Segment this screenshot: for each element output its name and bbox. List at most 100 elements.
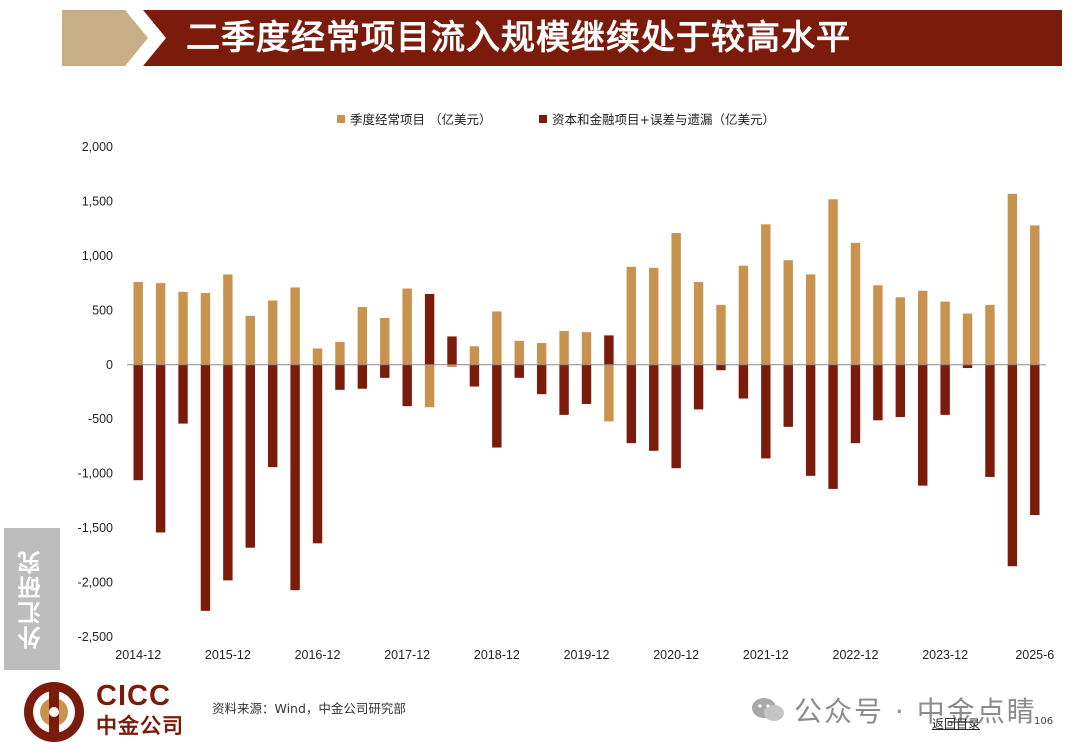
bar-current-account	[290, 287, 300, 365]
y-tick-label: -2,000	[78, 576, 113, 590]
banner-accent-chevron	[62, 10, 148, 66]
bar-current-account	[312, 348, 323, 365]
bar-current-account	[492, 311, 502, 365]
bar-capital-financial	[873, 364, 883, 421]
bar-capital-financial	[626, 364, 637, 444]
bar-capital-financial	[940, 364, 950, 415]
bar-current-account	[223, 274, 233, 365]
wechat-icon	[752, 698, 784, 721]
y-tick-label: 1,000	[82, 249, 113, 263]
bar-capital-financial	[671, 364, 681, 469]
bar-capital-financial	[178, 364, 188, 424]
bar-capital-financial	[469, 364, 480, 387]
bar-capital-financial	[1007, 364, 1018, 567]
bar-capital-financial	[783, 364, 793, 427]
bar-capital-financial	[962, 364, 973, 369]
bar-capital-financial	[335, 364, 345, 390]
bar-current-account	[850, 242, 861, 365]
bar-capital-financial	[447, 336, 457, 365]
bar-capital-financial	[693, 364, 704, 410]
bar-current-account	[1007, 193, 1018, 365]
bar-current-account	[649, 267, 659, 365]
bar-capital-financial	[402, 364, 412, 407]
bar-capital-financial	[895, 364, 906, 418]
bar-current-account	[469, 346, 480, 365]
bar-current-account	[178, 291, 188, 365]
bar-current-account	[962, 313, 973, 365]
bar-capital-financial	[581, 364, 592, 404]
y-tick-label: 500	[92, 303, 113, 317]
bar-capital-financial	[649, 364, 659, 451]
legend-label: 季度经常项目 （亿美元）	[350, 112, 491, 127]
bar-capital-financial	[155, 364, 166, 533]
bar-current-account	[940, 301, 950, 365]
x-tick-label: 2021-12	[743, 648, 789, 662]
bar-capital-financial	[424, 294, 435, 365]
watermark-text: 公众号 · 中金点睛	[794, 695, 1037, 728]
y-tick-label: 0	[106, 358, 113, 372]
side-tab	[4, 528, 60, 670]
x-tick-label: 2015-12	[205, 648, 251, 662]
y-tick-label: 1,500	[82, 194, 113, 208]
x-tick-label: 2017-12	[384, 648, 430, 662]
bar-current-account	[716, 304, 726, 365]
y-tick-label: -2,500	[78, 630, 113, 644]
bar-current-account	[693, 282, 704, 365]
bar-current-account	[1030, 225, 1040, 365]
bar-current-account	[267, 300, 278, 365]
bar-current-account	[514, 340, 524, 365]
y-tick-label: 2,000	[82, 140, 113, 154]
y-tick-label: -500	[88, 412, 113, 426]
bar-current-account	[671, 233, 681, 365]
x-tick-label: 2025-6	[1015, 648, 1054, 662]
bar-capital-financial	[850, 364, 861, 444]
bar-capital-financial	[985, 364, 995, 477]
bar-current-account	[335, 341, 345, 365]
bar-capital-financial	[492, 364, 502, 448]
bar-current-account	[805, 274, 816, 365]
bar-capital-financial	[738, 364, 749, 399]
bar-current-account	[873, 285, 883, 365]
bar-capital-financial	[761, 364, 771, 459]
bar-current-account	[828, 199, 838, 365]
bar-capital-financial	[514, 364, 524, 378]
bar-current-account	[783, 260, 793, 365]
back-to-contents-link[interactable]: 返回目录	[932, 717, 981, 731]
bar-capital-financial	[267, 364, 278, 468]
y-tick-label: -1,500	[78, 521, 113, 535]
bar-current-account	[581, 332, 592, 365]
x-tick-label: 2023-12	[922, 648, 968, 662]
x-tick-label: 2018-12	[474, 648, 520, 662]
bar-capital-financial	[357, 364, 368, 389]
y-tick-label: -1,000	[78, 467, 113, 481]
bar-capital-financial	[380, 364, 390, 378]
bar-current-account	[380, 317, 390, 365]
bar-current-account	[559, 331, 569, 365]
bar-capital-financial	[918, 364, 928, 486]
bar-current-account	[155, 283, 166, 365]
bar-capital-financial	[604, 335, 614, 365]
bar-capital-financial	[536, 364, 547, 395]
bar-current-account	[738, 265, 749, 365]
bar-current-account	[626, 266, 637, 365]
page-number: 106	[1034, 716, 1054, 727]
bar-capital-financial	[133, 364, 143, 481]
source-note: 资料来源：Wind，中金公司研究部	[212, 701, 406, 716]
bar-capital-financial	[716, 364, 726, 371]
bar-capital-financial	[312, 364, 323, 544]
legend-label: 资本和金融项目+误差与遗漏（亿美元）	[552, 112, 775, 127]
bar-current-account	[402, 288, 412, 365]
banner-main	[143, 10, 1062, 66]
bar-capital-financial	[559, 364, 569, 415]
x-tick-label: 2016-12	[295, 648, 341, 662]
bar-capital-financial	[290, 364, 300, 591]
side-tab-label: 外汇研究	[19, 549, 45, 649]
legend-swatch	[539, 115, 547, 123]
bar-current-account	[536, 343, 547, 365]
bar-capital-financial	[805, 364, 816, 476]
bar-current-account	[133, 282, 143, 365]
bar-current-account	[200, 292, 211, 365]
bar-current-account	[761, 224, 771, 365]
bar-current-account	[447, 364, 457, 367]
bar-chart: 2,000 1,500 1,000 500 0 -500 -1,000 -1,500 -2,00…	[78, 112, 1055, 662]
